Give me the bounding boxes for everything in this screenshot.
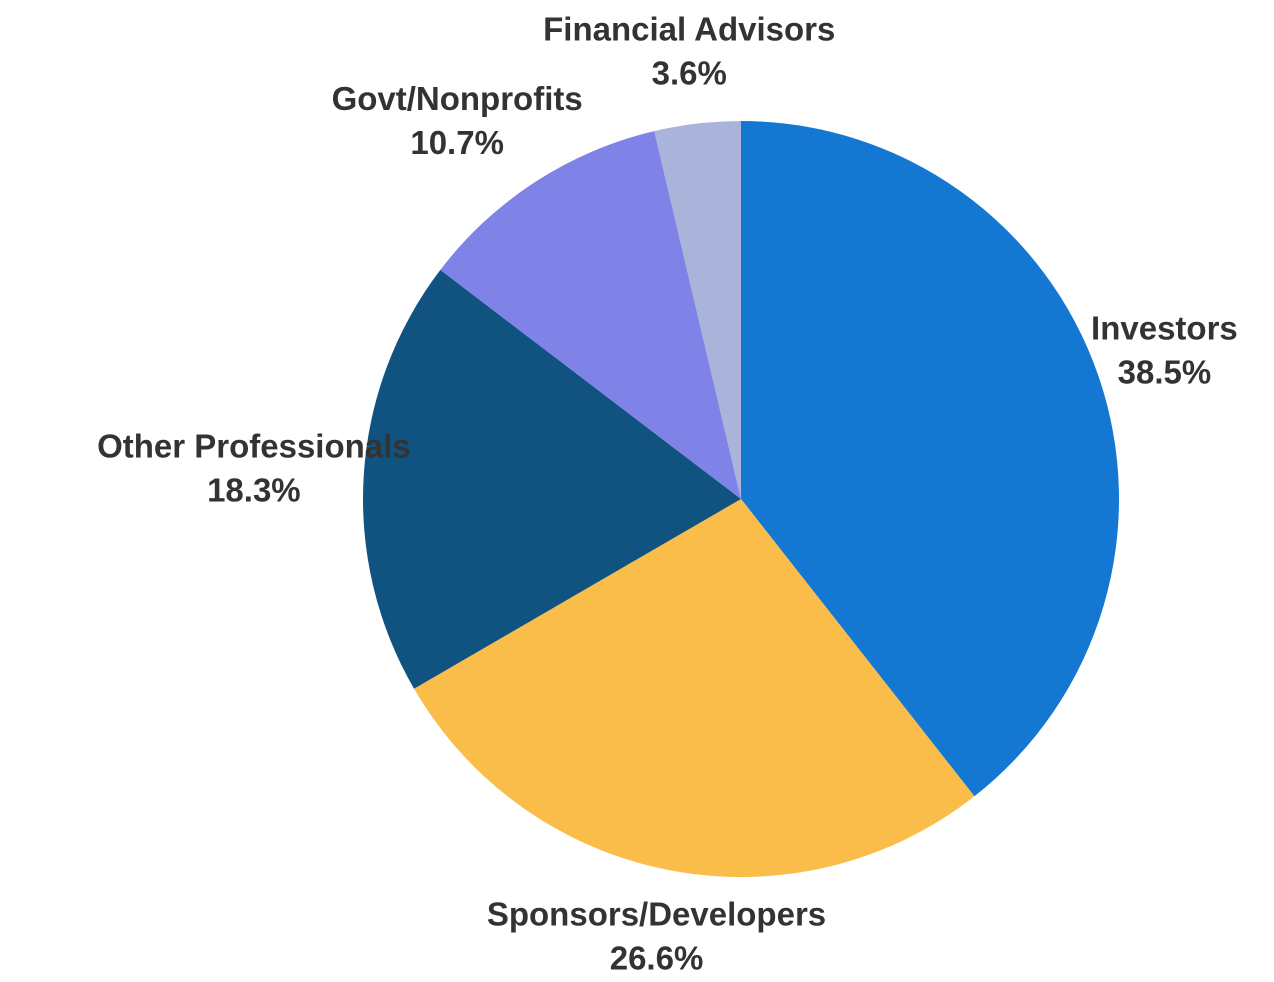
slice-value-label: 26.6% <box>610 940 704 977</box>
pie-slice <box>414 499 975 877</box>
pie-slice <box>741 121 1120 797</box>
slice-value-label: 38.5% <box>1118 353 1212 390</box>
pie-slice <box>363 269 741 689</box>
slice-label: Govt/Nonprofits <box>332 80 583 117</box>
slice-value-label: 3.6% <box>652 55 727 92</box>
pie-slice <box>654 121 741 499</box>
slice-value-label: 10.7% <box>410 124 504 161</box>
slice-label: Investors <box>1091 309 1238 346</box>
slice-value-label: 18.3% <box>207 472 301 509</box>
slice-label: Other Professionals <box>97 428 411 465</box>
pie-slice <box>440 131 741 499</box>
slice-label: Sponsors/Developers <box>487 896 826 933</box>
slice-label: Financial Advisors <box>543 11 835 48</box>
